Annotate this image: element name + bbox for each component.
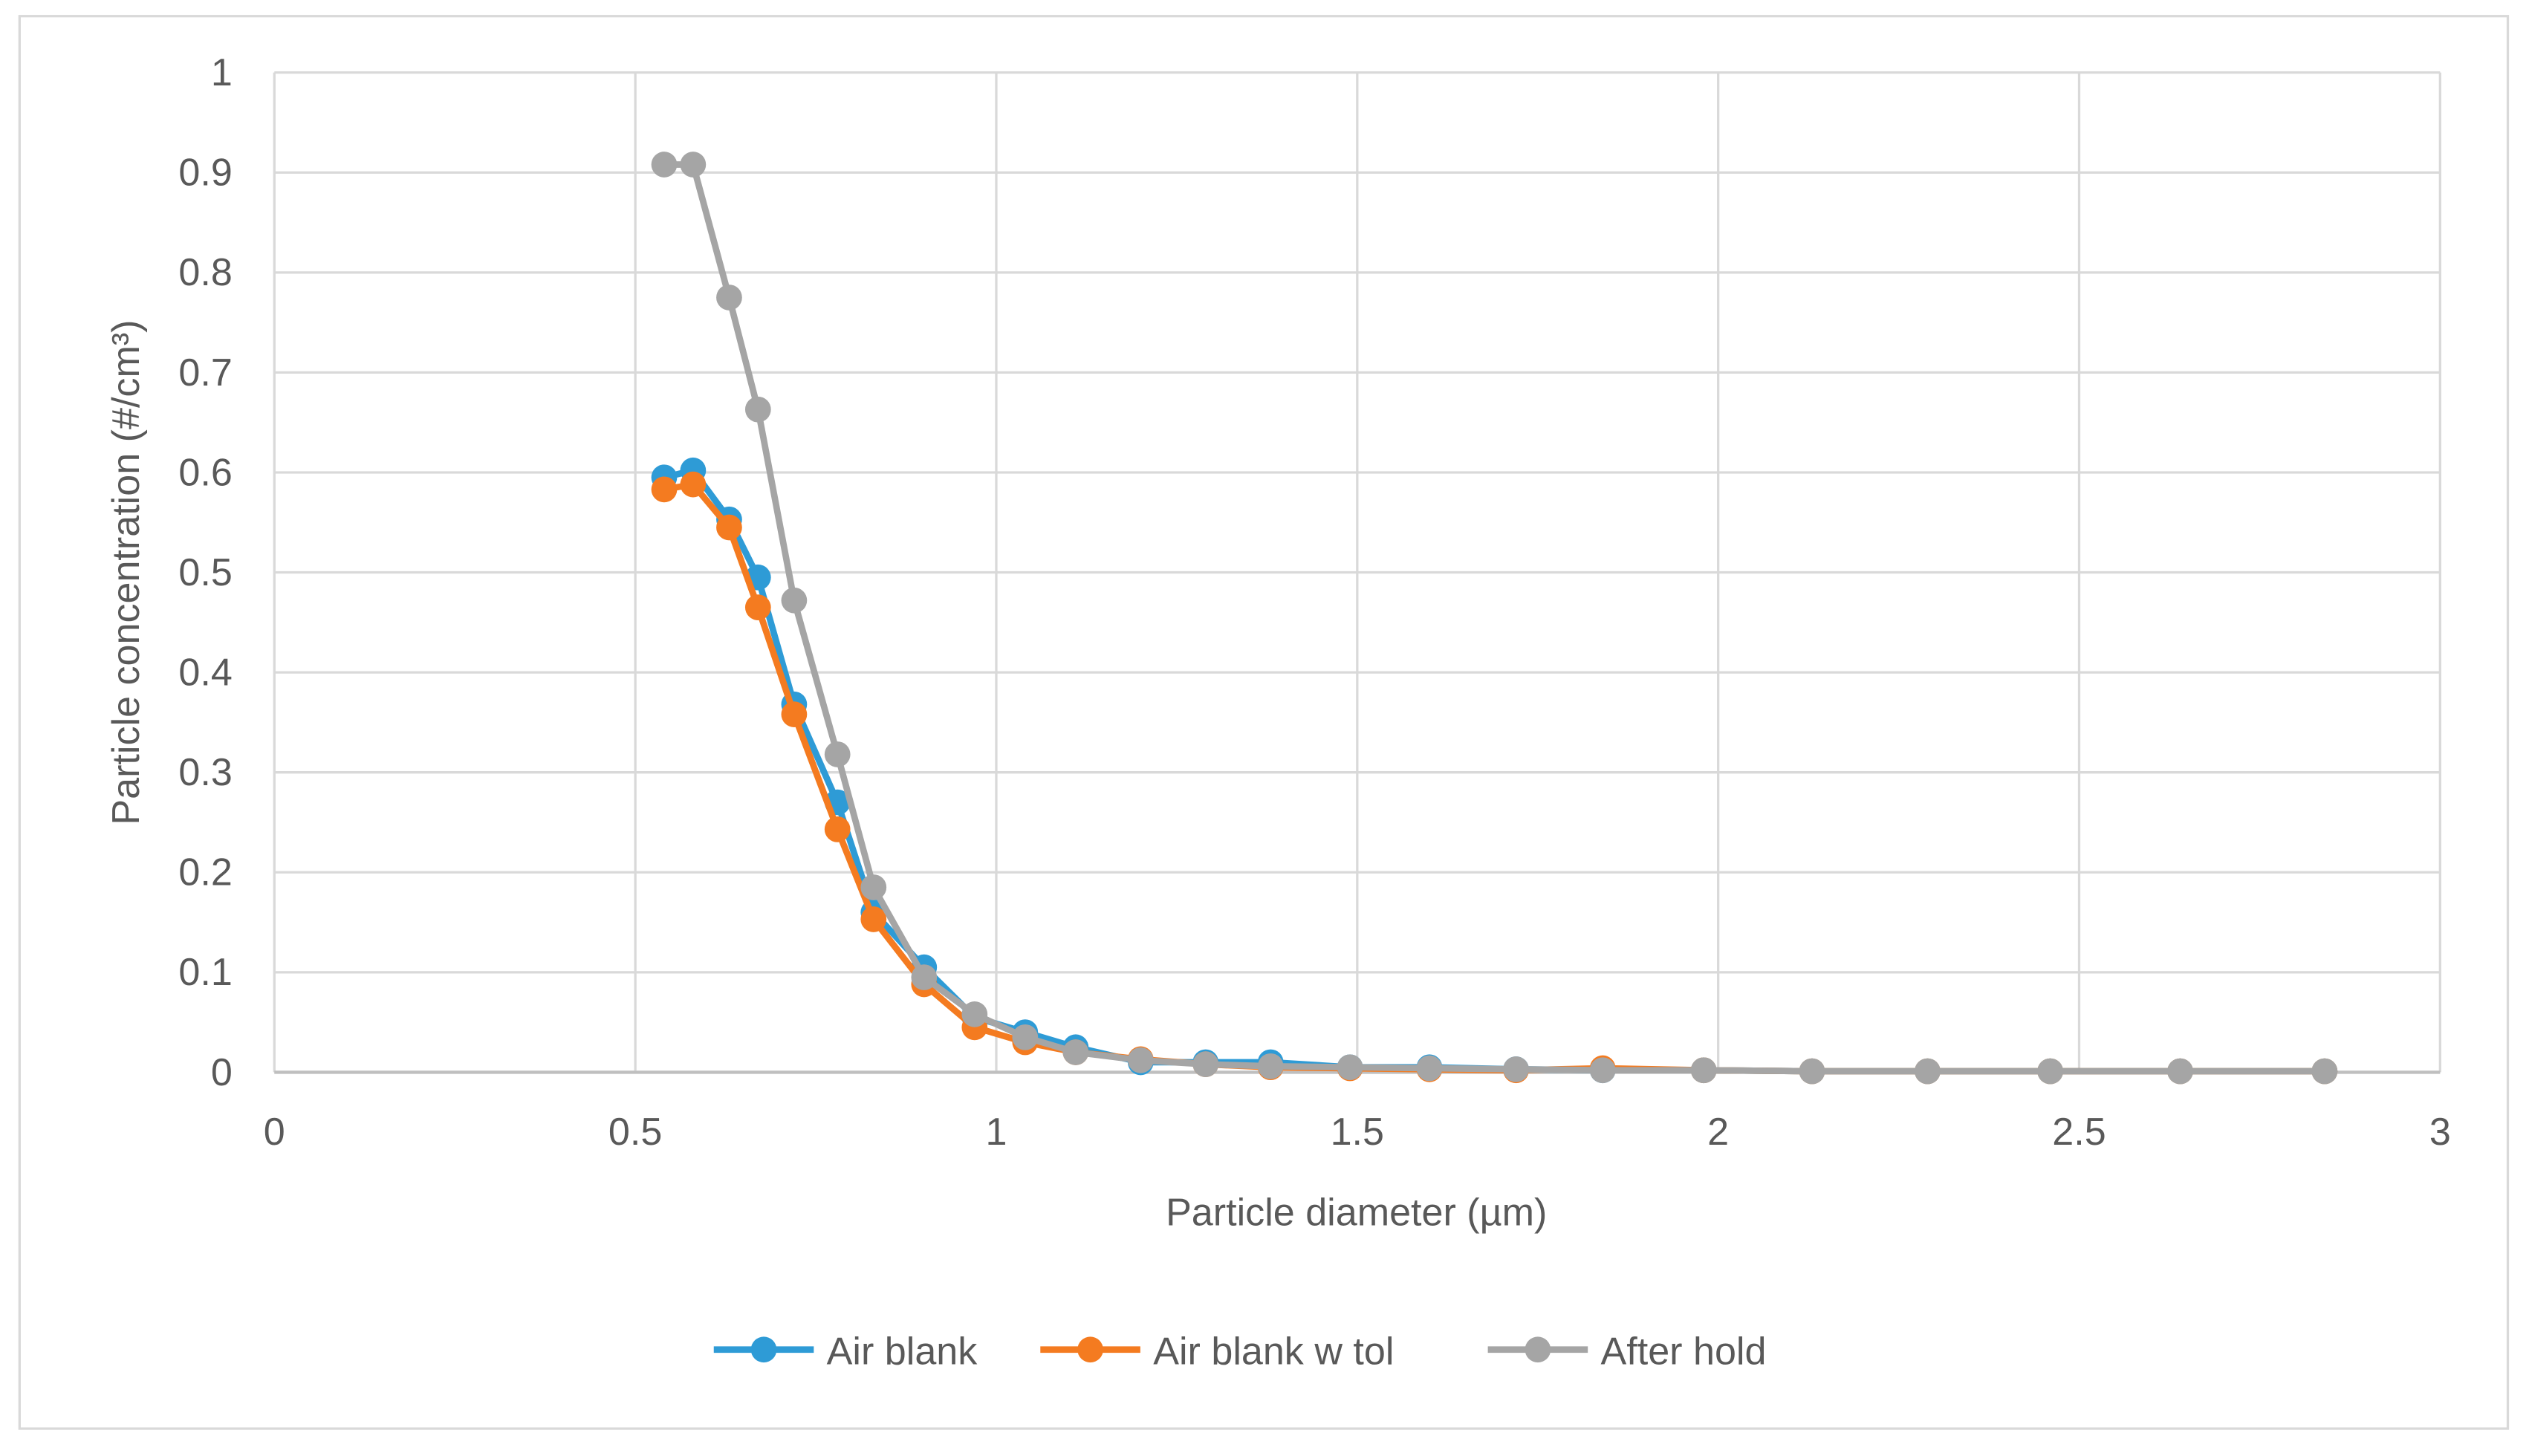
x-tick-label: 3 <box>2429 1111 2451 1154</box>
chart-border <box>18 15 2510 1430</box>
data-point <box>1192 1051 1219 1078</box>
y-tick-label: 0.2 <box>178 851 232 894</box>
data-point <box>1589 1057 1616 1084</box>
legend-marker <box>1525 1336 1551 1363</box>
series-line <box>663 161 2325 1075</box>
data-point <box>824 741 851 767</box>
x-tick-label: 0.5 <box>608 1111 662 1154</box>
y-tick-label: 0.7 <box>178 351 232 394</box>
x-tick-label: 0 <box>264 1111 285 1154</box>
x-tick-label: 2.5 <box>2052 1111 2106 1154</box>
data-point <box>651 152 678 178</box>
data-point <box>680 471 707 498</box>
x-tick-label: 1 <box>985 1111 1007 1154</box>
data-point <box>1690 1057 1717 1084</box>
y-tick-label: 0.5 <box>178 551 232 594</box>
y-axis-label: Particle concentration (#/cm³) <box>105 319 148 825</box>
legend-label: After hold <box>1601 1330 1767 1373</box>
data-point <box>911 964 938 990</box>
data-point <box>1337 1054 1363 1081</box>
y-tick-label: 0.3 <box>178 751 232 794</box>
data-point <box>744 594 771 621</box>
data-point <box>860 874 887 900</box>
y-tick-label: 1 <box>211 51 233 94</box>
data-point <box>781 701 808 728</box>
y-tick-label: 0.8 <box>178 251 232 294</box>
data-point <box>860 906 887 932</box>
data-point <box>824 816 851 842</box>
y-tick-label: 0.6 <box>178 451 232 494</box>
data-point <box>2167 1058 2193 1085</box>
data-point <box>1416 1055 1443 1082</box>
data-point <box>1257 1053 1284 1079</box>
data-point <box>1799 1058 1825 1085</box>
data-point <box>1503 1056 1529 1082</box>
data-point <box>680 152 707 178</box>
data-point <box>1127 1047 1154 1073</box>
data-point <box>716 285 742 311</box>
data-point <box>1012 1024 1039 1050</box>
data-point <box>744 396 771 423</box>
legend-label: Air blank w tol <box>1153 1330 1394 1373</box>
legend-marker <box>1077 1336 1103 1363</box>
y-tick-label: 0.1 <box>178 951 232 994</box>
x-axis-label: Particle diameter (µm) <box>1166 1192 1547 1235</box>
data-point <box>2311 1058 2338 1085</box>
data-point <box>1915 1058 1941 1085</box>
series <box>651 152 2338 1085</box>
data-point <box>781 587 808 614</box>
data-point <box>651 476 678 503</box>
y-tick-label: 0 <box>211 1051 233 1094</box>
x-tick-label: 1.5 <box>1331 1111 1384 1154</box>
legend-marker <box>750 1336 777 1363</box>
legend-label: Air blank <box>827 1330 978 1373</box>
y-tick-label: 0.9 <box>178 152 232 195</box>
data-point <box>1062 1039 1089 1065</box>
x-tick-label: 2 <box>1707 1111 1729 1154</box>
data-point <box>2037 1058 2063 1085</box>
y-tick-label: 0.4 <box>178 651 232 694</box>
data-point <box>961 1001 988 1027</box>
data-point <box>716 514 742 541</box>
